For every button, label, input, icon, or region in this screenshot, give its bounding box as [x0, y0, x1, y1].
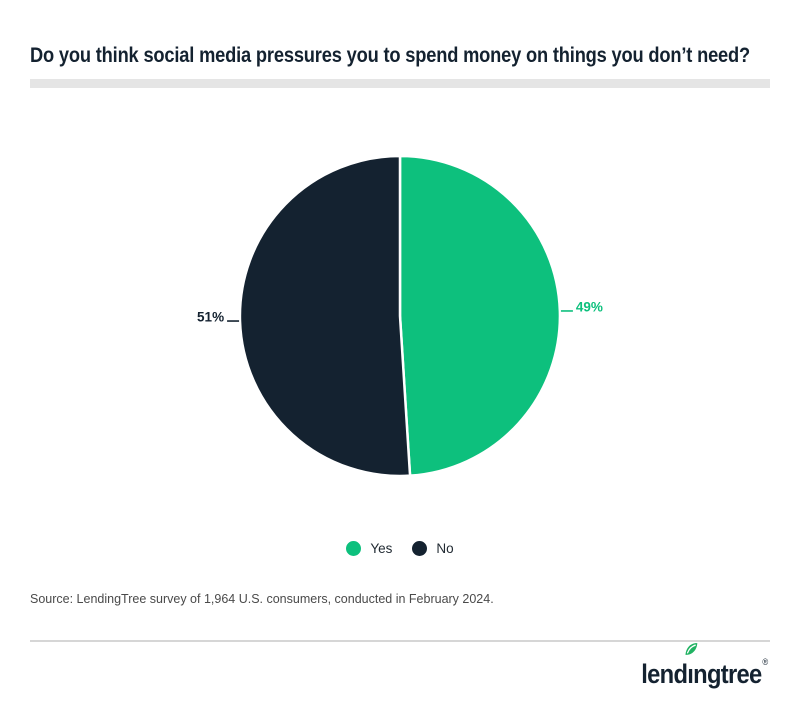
legend-label-yes: Yes: [370, 541, 393, 556]
legend: Yes No: [0, 541, 800, 556]
footer-divider: [30, 640, 770, 642]
pie-slice-yes: [398, 154, 562, 477]
pie-slice-no: [238, 154, 412, 478]
logo-text-post: ngtree: [693, 659, 763, 689]
chart-title: Do you think social media pressures you …: [30, 44, 751, 67]
data-label-no: 51%: [197, 310, 224, 325]
legend-item-no: No: [412, 541, 454, 556]
legend-item-yes: Yes: [346, 541, 392, 556]
lendingtree-logo: lend ıngtree®: [641, 643, 769, 696]
legend-swatch-no-icon: [412, 541, 428, 556]
source-attribution: Source: LendingTree survey of 1,964 U.S.…: [30, 592, 494, 606]
leaf-icon: [686, 643, 699, 655]
legend-swatch-yes-icon: [346, 541, 362, 556]
logo-text-i: ı: [686, 643, 699, 696]
data-label-yes: 49%: [576, 299, 603, 314]
logo-text-pre: lend: [641, 659, 689, 689]
registered-trademark: ®: [762, 657, 769, 667]
title-underline-bar: [30, 79, 770, 88]
legend-label-no: No: [436, 541, 454, 556]
